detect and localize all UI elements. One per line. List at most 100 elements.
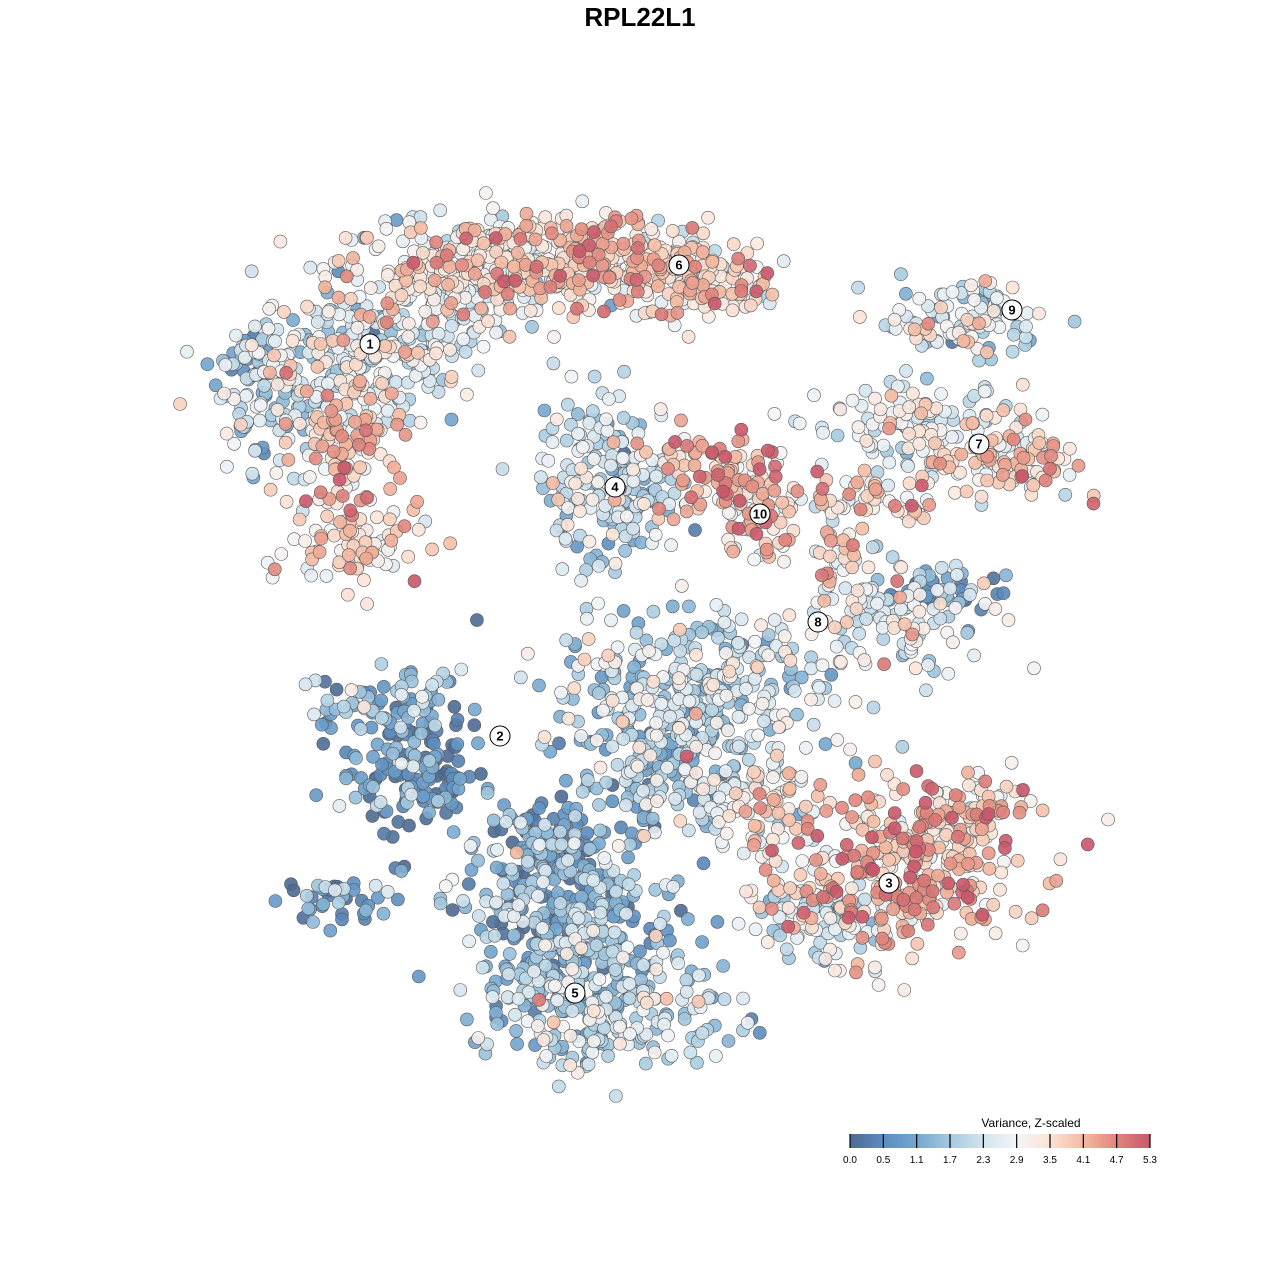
data-point — [338, 231, 353, 245]
colorbar-tick-label: 2.3 — [976, 1155, 990, 1166]
data-point — [391, 892, 405, 907]
data-point — [651, 258, 666, 273]
data-point — [559, 219, 574, 233]
data-point — [995, 468, 1010, 482]
data-point — [632, 740, 647, 755]
data-point — [279, 494, 294, 509]
data-point — [890, 379, 905, 394]
data-point — [173, 397, 187, 411]
data-point — [794, 670, 809, 685]
data-point — [425, 314, 440, 329]
data-point — [790, 707, 804, 722]
data-point — [845, 810, 859, 824]
data-point — [731, 251, 746, 266]
data-point — [648, 527, 663, 542]
data-point — [882, 853, 896, 867]
data-point — [605, 527, 620, 542]
data-point — [848, 793, 863, 808]
data-point — [443, 342, 457, 357]
data-point — [373, 795, 388, 809]
data-point — [951, 829, 965, 844]
data-point — [348, 790, 363, 805]
data-point — [684, 490, 698, 505]
data-point — [300, 299, 314, 314]
data-point — [770, 748, 784, 763]
data-point — [487, 928, 502, 943]
data-point — [956, 877, 970, 892]
data-point — [374, 711, 389, 725]
data-point — [873, 402, 888, 417]
data-point — [415, 689, 429, 704]
data-point — [629, 625, 644, 640]
data-point — [536, 875, 550, 889]
data-point — [474, 767, 488, 781]
data-point — [348, 414, 362, 429]
data-point — [912, 437, 927, 451]
data-point — [767, 613, 782, 627]
data-point — [558, 531, 573, 546]
data-point — [467, 718, 482, 733]
data-point — [933, 456, 947, 471]
data-point — [520, 646, 535, 661]
data-point — [996, 805, 1011, 820]
data-point — [912, 604, 927, 619]
data-point — [394, 756, 409, 771]
data-point — [790, 484, 805, 499]
data-point — [782, 608, 797, 623]
data-point — [606, 435, 621, 450]
data-point — [1005, 280, 1020, 295]
data-point — [888, 499, 902, 513]
data-point — [411, 345, 425, 360]
cluster-label: 3 — [885, 876, 892, 891]
data-point — [810, 464, 825, 479]
data-point — [301, 901, 316, 916]
data-point — [456, 894, 470, 908]
data-point — [470, 613, 484, 627]
data-point — [502, 947, 517, 961]
colorbar — [850, 1134, 1150, 1148]
data-point — [738, 804, 753, 819]
data-point — [248, 319, 262, 334]
data-point — [886, 902, 900, 917]
data-point — [444, 319, 459, 333]
data-point — [880, 767, 894, 782]
data-point — [509, 845, 524, 860]
data-point — [960, 890, 975, 905]
data-point — [404, 787, 419, 802]
data-point — [331, 254, 346, 268]
data-point — [690, 1055, 704, 1070]
data-point — [868, 754, 882, 769]
data-point — [431, 326, 446, 341]
data-point — [682, 694, 697, 709]
data-point — [332, 799, 347, 813]
data-point — [390, 417, 405, 432]
data-point — [696, 856, 711, 871]
data-point — [630, 436, 645, 451]
data-point — [643, 748, 658, 763]
data-point — [653, 402, 668, 417]
data-point — [333, 515, 347, 529]
data-point — [904, 498, 919, 513]
data-point — [663, 933, 677, 948]
data-point — [298, 534, 312, 548]
data-point — [303, 260, 318, 275]
data-point — [343, 503, 358, 518]
data-point — [682, 599, 696, 614]
data-point — [580, 826, 595, 840]
data-point — [695, 245, 710, 259]
data-point — [618, 543, 632, 558]
data-point — [882, 455, 897, 470]
data-point — [981, 846, 996, 861]
data-point — [993, 882, 1007, 897]
data-point — [999, 568, 1013, 583]
data-point — [1080, 837, 1095, 852]
data-point — [688, 523, 702, 537]
data-point — [1062, 468, 1077, 482]
data-point — [767, 483, 782, 498]
data-point — [422, 753, 437, 768]
data-point — [666, 512, 681, 527]
data-point — [945, 430, 959, 444]
data-point — [528, 232, 543, 247]
data-point — [489, 895, 503, 910]
data-point — [705, 254, 720, 269]
